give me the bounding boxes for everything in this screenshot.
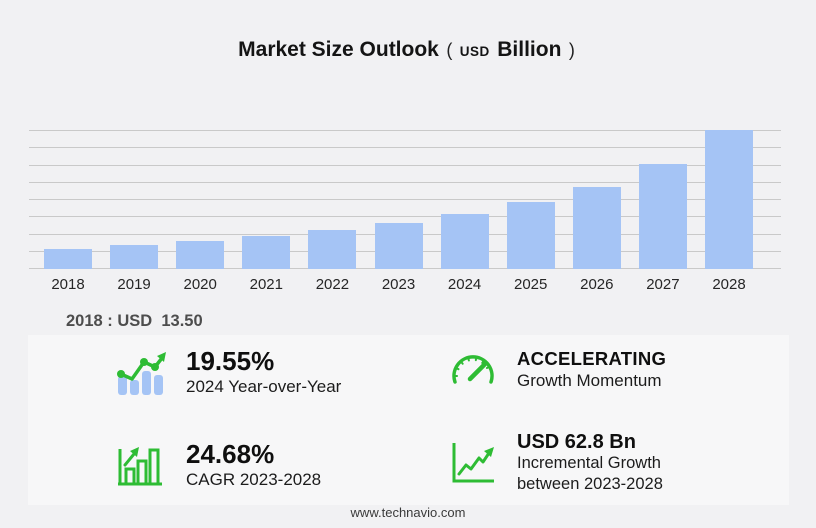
bar-2026 — [572, 187, 621, 269]
gridline — [29, 216, 781, 218]
x-axis-label-2022: 2022 — [315, 276, 350, 293]
gridline — [29, 147, 781, 149]
stat-label: Growth Momentum — [517, 370, 662, 390]
stats-panel: 19.55% 2024 Year-over-Year — [28, 335, 789, 505]
x-axis-label-2024: 2024 — [447, 276, 482, 293]
bar-2024 — [440, 213, 489, 269]
title-currency: USD — [459, 44, 490, 59]
trend-axes-icon — [447, 441, 499, 485]
bar-2020 — [176, 241, 225, 269]
x-axis-label-2019: 2019 — [117, 276, 151, 293]
title-paren-open: ( — [446, 40, 453, 60]
stat-incremental: USD 62.8 Bn Incremental Growth between 2… — [447, 431, 663, 495]
speedometer-icon — [447, 349, 499, 391]
gridline — [29, 130, 781, 131]
stat-value: ACCELERATING — [517, 348, 667, 370]
growth-bars-icon — [116, 443, 168, 487]
x-axis-label-2027: 2027 — [646, 276, 680, 293]
x-axis-label-2028: 2028 — [712, 276, 746, 293]
bar-2021 — [242, 236, 291, 269]
bar-chart: 2018 2019 2020 2021 2022 2023 2024 2025 2026 2027… — [29, 125, 781, 305]
bar-2018 — [44, 249, 92, 269]
gridline — [29, 164, 781, 166]
bar-2025 — [506, 202, 555, 269]
website-text: www.technavio.com — [350, 505, 466, 520]
stat-label: CAGR 2023-2028 — [186, 470, 322, 490]
stat-value: 19.55% — [186, 346, 275, 376]
x-axis-label-2018: 2018 — [51, 276, 85, 293]
bar-chart-trend-icon — [116, 349, 168, 396]
bar-2028 — [705, 130, 753, 269]
bar-chart-plot — [29, 125, 781, 269]
baseline-value-note: 2018 : USD 13.50 — [66, 312, 203, 330]
title-main: Market Size Outlook — [238, 38, 439, 61]
stat-value: USD 62.8 Bn — [517, 431, 636, 453]
x-axis-label-2025: 2025 — [514, 276, 548, 293]
bar-2023 — [374, 222, 423, 269]
stat-momentum: ACCELERATING Growth Momentum — [447, 348, 667, 391]
x-axis-label-2026: 2026 — [580, 276, 614, 293]
stat-label: 2024 Year-over-Year — [186, 377, 342, 397]
stat-cagr: 24.68% CAGR 2023-2028 — [116, 439, 322, 490]
gridline — [29, 199, 781, 200]
x-axis-label-2021: 2021 — [249, 276, 283, 293]
stat-value: 24.68% — [186, 439, 275, 469]
stat-label-line2: between 2023-2028 — [517, 475, 663, 494]
page-title: Market Size Outlook ( USD Billion ) — [0, 38, 816, 62]
bar-2019 — [110, 245, 159, 269]
gridline — [29, 181, 781, 183]
stat-yoy: 19.55% 2024 Year-over-Year — [116, 346, 342, 397]
x-axis-label-2020: 2020 — [183, 276, 217, 293]
title-unit: Billion — [497, 38, 562, 61]
bar-2022 — [308, 229, 357, 269]
stat-label-line1: Incremental Growth — [517, 454, 661, 473]
title-paren-close: ) — [568, 40, 575, 60]
x-axis-label-2023: 2023 — [381, 276, 416, 293]
bar-2027 — [638, 164, 687, 269]
